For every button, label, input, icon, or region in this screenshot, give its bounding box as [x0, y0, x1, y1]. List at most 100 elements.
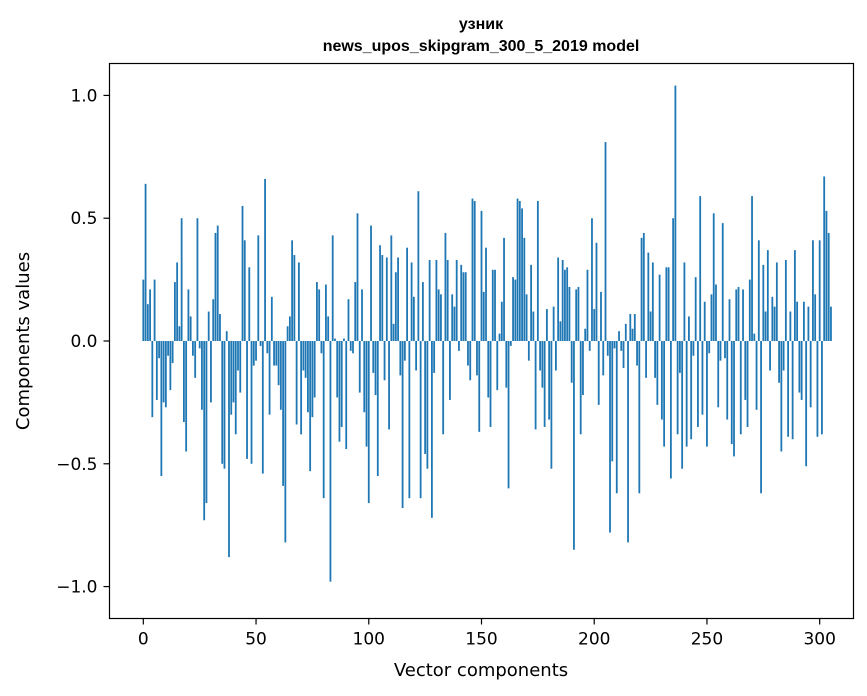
bar-component-16	[178, 326, 181, 341]
bar-component-109	[388, 341, 390, 430]
bar-component-197	[586, 269, 589, 341]
bar-component-79	[320, 341, 323, 354]
bar-component-94	[354, 282, 357, 341]
bar-component-217	[631, 328, 634, 341]
bar-component-229	[658, 274, 661, 341]
bar-component-238	[679, 341, 681, 373]
bar-component-31	[212, 299, 215, 341]
bar-component-150	[480, 210, 483, 341]
bar-component-250	[706, 341, 708, 447]
bar-component-133	[442, 341, 445, 435]
bar-component-29	[207, 311, 210, 341]
bar-component-289	[793, 250, 796, 341]
bar-component-112	[394, 272, 397, 341]
bar-component-2	[146, 304, 149, 341]
bar-component-262	[733, 341, 735, 457]
bar-component-81	[325, 284, 327, 341]
bar-component-14	[173, 282, 176, 341]
bar-component-204	[602, 341, 605, 376]
bar-component-213	[622, 341, 625, 369]
bar-component-73	[307, 341, 309, 413]
bar-component-185	[559, 321, 562, 341]
bar-component-191	[573, 341, 575, 550]
bar-component-92	[349, 341, 352, 351]
bar-component-271	[753, 333, 756, 341]
bar-component-21	[189, 316, 192, 341]
bar-component-117	[406, 247, 408, 341]
bar-component-177	[541, 341, 544, 388]
bar-component-136	[449, 341, 451, 400]
bar-component-156	[494, 269, 496, 341]
bar-component-124	[421, 282, 424, 341]
bar-component-139	[455, 259, 458, 341]
chart-title: узник	[459, 16, 504, 33]
y-tick-label-0: −1.0	[56, 578, 97, 598]
bar-component-190	[570, 341, 573, 383]
bar-component-4	[151, 341, 154, 418]
bar-component-93	[352, 341, 354, 354]
bar-component-54	[264, 178, 266, 341]
bar-component-152	[485, 247, 487, 341]
bar-component-62	[282, 341, 284, 486]
bar-component-153	[487, 341, 490, 398]
bar-component-118	[408, 341, 411, 499]
bar-component-201	[595, 242, 598, 341]
bar-component-270	[751, 196, 753, 341]
bar-component-22	[192, 341, 194, 356]
bar-component-18	[183, 341, 185, 423]
bar-component-13	[171, 341, 174, 364]
bar-component-60	[277, 341, 280, 386]
bar-component-44	[241, 205, 244, 341]
bar-component-154	[489, 341, 492, 427]
bar-component-173	[532, 311, 535, 341]
bar-component-38	[228, 341, 230, 558]
bar-component-135	[446, 259, 449, 341]
bar-component-170	[525, 294, 528, 341]
chart-subtitle: news_upos_skipgram_300_5_2019 model	[323, 38, 640, 55]
x-tick-label-0: 0	[138, 630, 149, 650]
bar-component-113	[397, 257, 399, 341]
bar-component-53	[261, 341, 264, 474]
bar-component-72	[304, 341, 307, 378]
bar-component-77	[316, 282, 318, 341]
bar-component-286	[787, 341, 790, 437]
bar-component-15	[176, 262, 179, 341]
bar-component-5	[153, 279, 156, 341]
bar-component-122	[417, 191, 420, 341]
bar-component-247	[699, 196, 702, 341]
bar-component-277	[766, 250, 769, 341]
bar-component-195	[582, 341, 584, 396]
bar-component-74	[309, 341, 312, 472]
bar-component-84	[331, 235, 334, 341]
bar-component-241	[685, 341, 688, 447]
bar-component-203	[600, 291, 602, 341]
x-tick-label-50: 50	[245, 630, 267, 650]
bar-component-105	[379, 245, 381, 341]
bar-component-293	[803, 301, 805, 341]
bar-component-123	[419, 341, 422, 499]
bar-component-193	[577, 286, 580, 341]
bar-component-304	[827, 232, 830, 341]
x-tick-label-100: 100	[353, 630, 385, 650]
bar-component-148	[476, 341, 478, 376]
bar-component-146	[471, 198, 474, 341]
bar-component-302	[823, 176, 826, 341]
x-tick-label-200: 200	[578, 630, 610, 650]
bar-component-239	[681, 341, 684, 469]
bar-component-192	[575, 289, 578, 341]
bar-component-9	[162, 341, 165, 403]
bar-component-39	[230, 341, 233, 415]
bar-component-65	[288, 316, 291, 341]
bar-component-278	[769, 341, 771, 371]
bar-component-41	[234, 341, 237, 435]
bar-component-212	[620, 341, 623, 351]
bar-component-226	[651, 262, 654, 341]
bar-component-47	[248, 267, 251, 341]
y-tick-label-1: −0.5	[56, 455, 97, 475]
bar-component-236	[674, 85, 677, 341]
bar-component-214	[624, 323, 627, 341]
bar-component-12	[169, 341, 172, 391]
bar-component-161	[505, 341, 508, 388]
bar-component-288	[791, 341, 794, 440]
bar-component-222	[642, 232, 645, 341]
